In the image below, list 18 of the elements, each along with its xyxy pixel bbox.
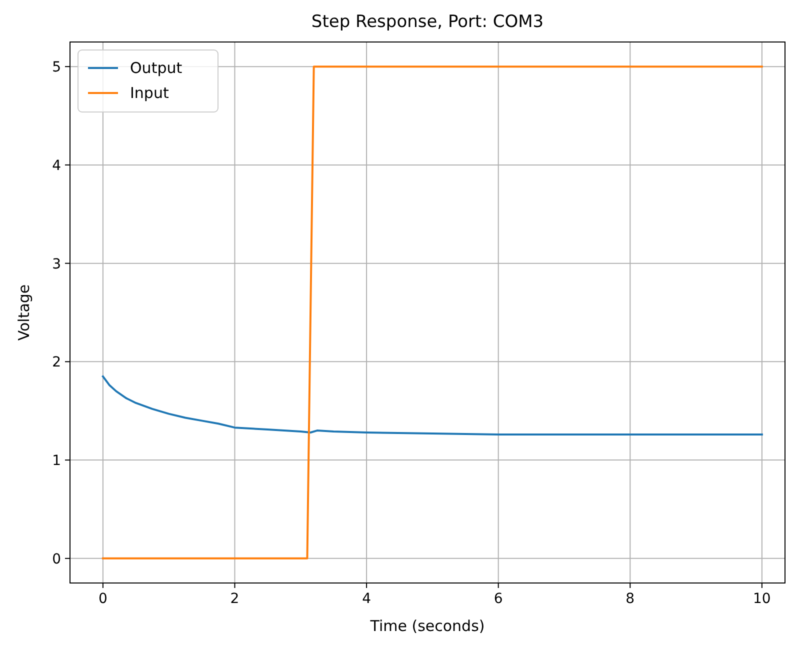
y-tick-label: 5 <box>52 60 61 76</box>
legend-label: Input <box>130 84 169 102</box>
y-axis-title: Voltage <box>15 284 33 341</box>
y-tick-label: 4 <box>52 158 62 174</box>
x-tick-label: 6 <box>494 591 503 607</box>
x-axis-title: Time (seconds) <box>369 617 485 635</box>
legend-label: Output <box>130 59 182 77</box>
x-tick-label: 2 <box>230 591 240 607</box>
y-tick-label: 3 <box>52 256 61 272</box>
x-tick-label: 0 <box>98 591 108 607</box>
x-tick-label: 10 <box>753 591 771 607</box>
y-tick-label: 1 <box>52 453 61 470</box>
x-tick-label: 8 <box>626 591 635 607</box>
y-tick-label: 2 <box>52 354 61 371</box>
line-series <box>102 375 763 436</box>
x-tick-label: 4 <box>362 591 372 607</box>
y-tick-label: 0 <box>52 551 61 568</box>
chart-title: Step Response, Port: COM3 <box>311 12 544 32</box>
